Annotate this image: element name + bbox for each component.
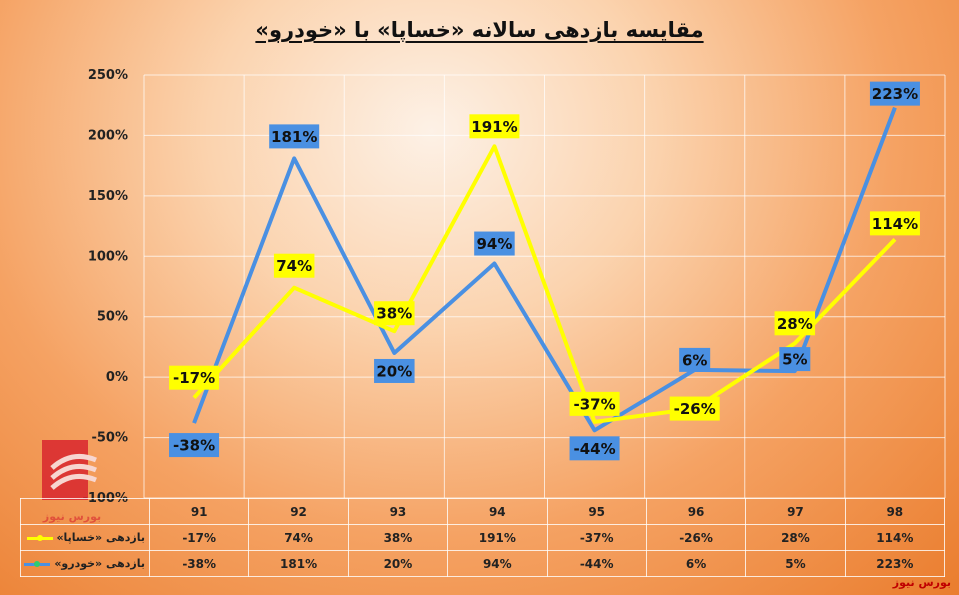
y-tick-label: 200% bbox=[88, 128, 128, 143]
data-label: 181% bbox=[269, 124, 320, 149]
data-label-box bbox=[474, 231, 515, 256]
table-row-khesapa: بازدهی «خساپا» -17% 74% 38% 191% -37% -2… bbox=[20, 524, 946, 551]
data-label: -26% bbox=[669, 396, 720, 421]
y-tick-label: 150% bbox=[88, 189, 128, 204]
table-cell: 74% bbox=[248, 524, 349, 551]
table-row-khodro: بازدهی «خودرو» -38% 181% 20% 94% -44% 6%… bbox=[20, 550, 946, 577]
data-label-box bbox=[669, 396, 720, 421]
data-label-text: 74% bbox=[276, 257, 312, 275]
data-label-box bbox=[869, 81, 920, 106]
y-tick-label: 100% bbox=[88, 249, 128, 264]
table-cell: 114% bbox=[844, 524, 946, 551]
data-label-text: 6% bbox=[682, 351, 707, 369]
data-label-box bbox=[779, 347, 811, 372]
data-label: 94% bbox=[474, 231, 515, 256]
data-label: -17% bbox=[169, 365, 220, 390]
data-label: 6% bbox=[679, 347, 711, 372]
data-label: -44% bbox=[569, 436, 620, 461]
data-label-text: -37% bbox=[573, 395, 615, 413]
table-cell: 94% bbox=[447, 550, 548, 577]
table-category: 94 bbox=[447, 498, 548, 525]
table-cell: -37% bbox=[546, 524, 647, 551]
data-label: 191% bbox=[469, 114, 520, 139]
data-label-box bbox=[569, 391, 620, 416]
data-label-text: 28% bbox=[777, 315, 813, 333]
data-label-box bbox=[869, 211, 920, 236]
data-label-text: 223% bbox=[872, 85, 918, 103]
data-label-text: -17% bbox=[173, 369, 215, 387]
series-line-khesapa bbox=[192, 144, 897, 424]
table-cell: 38% bbox=[347, 524, 449, 551]
legend-key-khodro: بازدهی «خودرو» bbox=[20, 550, 150, 577]
data-label-text: 114% bbox=[872, 215, 918, 233]
data-label-text: -38% bbox=[173, 437, 215, 455]
table-header-row: 91 92 93 94 95 96 97 98 bbox=[20, 498, 946, 525]
y-tick-label: 0% bbox=[106, 370, 128, 385]
table-cell: -38% bbox=[148, 550, 250, 577]
data-label: 223% bbox=[869, 81, 920, 106]
data-label-box bbox=[169, 433, 220, 458]
table-category: 91 bbox=[148, 498, 250, 525]
table-cell: 6% bbox=[645, 550, 747, 577]
data-label-text: -44% bbox=[573, 440, 615, 458]
table-cell: 20% bbox=[347, 550, 449, 577]
data-labels: -17% 74% 38% 191% -37% -26% 28% 114% -38% 181% 20%… bbox=[169, 81, 920, 461]
y-tick-label: 50% bbox=[97, 310, 128, 325]
data-label-box bbox=[374, 301, 415, 326]
data-table: 91 92 93 94 95 96 97 98 بازدهی «خساپا» -… bbox=[20, 498, 946, 577]
table-category: 95 bbox=[546, 498, 647, 525]
table-corner bbox=[20, 498, 150, 525]
chart-title: مقایسه بازدهی سالانه «خساپا» با «خودرو» bbox=[0, 18, 959, 42]
data-label-box bbox=[569, 436, 620, 461]
series-line-khodro bbox=[192, 106, 897, 433]
data-label-box bbox=[469, 114, 520, 139]
table-category: 98 bbox=[844, 498, 946, 525]
data-label-box bbox=[679, 347, 711, 372]
y-tick-label: 250% bbox=[88, 68, 128, 83]
data-label-text: 191% bbox=[471, 118, 517, 136]
table-cell: 28% bbox=[745, 524, 846, 551]
legend-swatch-khesapa bbox=[26, 534, 53, 541]
data-label-text: -26% bbox=[674, 400, 716, 418]
data-label: -38% bbox=[169, 433, 220, 458]
table-category: 97 bbox=[745, 498, 846, 525]
legend-swatch-khodro bbox=[24, 560, 51, 567]
table-category: 96 bbox=[645, 498, 747, 525]
data-label-text: 20% bbox=[376, 362, 412, 380]
data-label: 114% bbox=[869, 211, 920, 236]
data-label-box bbox=[169, 365, 220, 390]
data-label-box bbox=[374, 358, 415, 383]
table-cell: -17% bbox=[148, 524, 250, 551]
table-cell: 223% bbox=[844, 550, 946, 577]
series-lines bbox=[192, 106, 897, 433]
table-cell: 181% bbox=[248, 550, 349, 577]
data-label: -37% bbox=[569, 391, 620, 416]
data-label-text: 181% bbox=[271, 128, 317, 146]
table-cell: 191% bbox=[447, 524, 548, 551]
data-label: 38% bbox=[374, 301, 415, 326]
brand-footer: بورس نیوز bbox=[892, 576, 951, 589]
data-label-text: 5% bbox=[782, 351, 807, 369]
data-label: 28% bbox=[774, 311, 816, 336]
y-tick-label: -50% bbox=[91, 431, 128, 446]
legend-key-khesapa: بازدهی «خساپا» bbox=[20, 524, 150, 551]
data-label-text: 38% bbox=[376, 305, 412, 323]
data-label: 20% bbox=[374, 358, 415, 383]
data-label: 74% bbox=[273, 253, 315, 278]
data-label-box bbox=[269, 124, 320, 149]
data-label-box bbox=[273, 253, 315, 278]
data-label-box bbox=[774, 311, 816, 336]
data-label: 5% bbox=[779, 347, 811, 372]
chart-title-text: مقایسه بازدهی سالانه «خساپا» با «خودرو» bbox=[255, 18, 704, 42]
table-cell: 5% bbox=[745, 550, 846, 577]
table-category: 93 bbox=[347, 498, 449, 525]
table-cell: -44% bbox=[546, 550, 647, 577]
table-cell: -26% bbox=[645, 524, 747, 551]
table-category: 92 bbox=[248, 498, 349, 525]
legend-label-khesapa: بازدهی «خساپا» bbox=[56, 531, 145, 544]
legend-label-khodro: بازدهی «خودرو» bbox=[54, 557, 145, 570]
data-label-text: 94% bbox=[476, 235, 512, 253]
